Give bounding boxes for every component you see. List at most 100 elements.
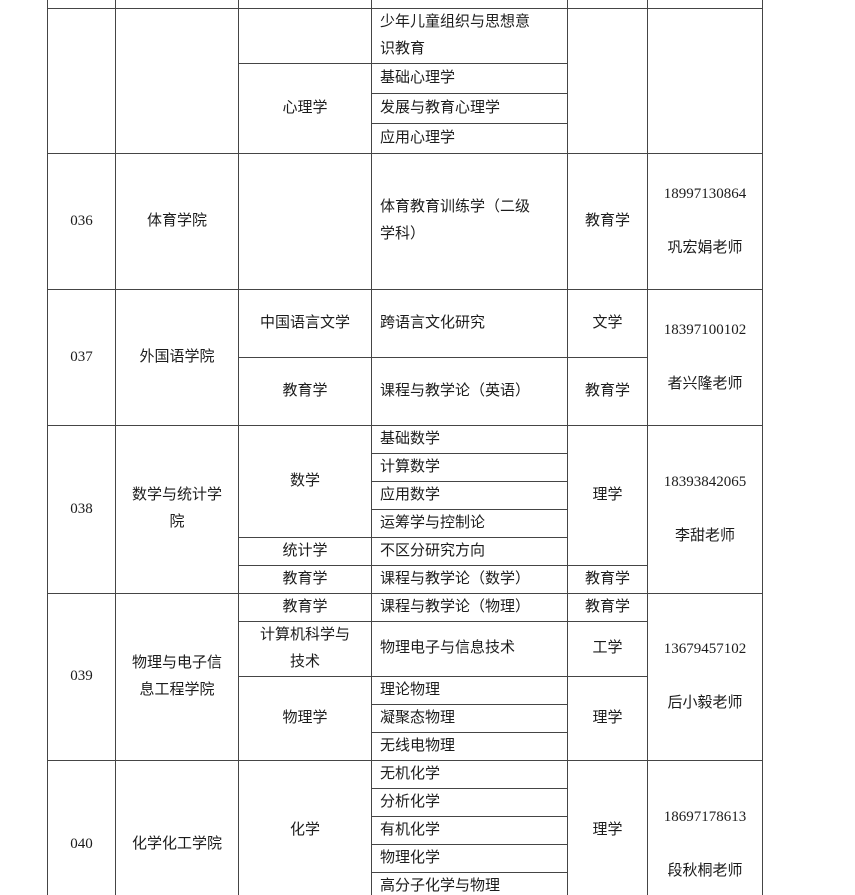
table-row: 统计学 不区分研究方向 [48,536,763,566]
table-row: 物理学 理论物理 理学 [48,675,763,761]
contact-phone: 18697178613 [663,808,747,825]
direction-cell: 基础心理学 [371,62,568,94]
contact-cell [647,7,763,154]
direction-cell: 物理电子与信息技术 [371,620,568,677]
college-cell: 数学与统计学 院 [115,424,239,594]
empty-cell [647,0,763,9]
discipline-cell: 化学 [238,759,372,895]
table-row [47,0,763,9]
code-cell: 036 [47,152,116,290]
degree-cell: 教育学 [567,356,648,426]
discipline-cell: 教育学 [238,592,372,622]
direction-cell: 不区分研究方向 [371,536,568,566]
discipline-cell: 计算机科学与 技术 [238,620,372,677]
contact-phone: 18397100102 [663,321,747,338]
table-row: 心理学 基础心理学 [48,62,763,154]
table-row: 教育学 课程与教学论（数学） 教育学 [48,564,763,594]
contact-teacher: 李甜老师 [674,527,735,544]
contact-cell: 18997130864 巩宏娟老师 [647,152,763,290]
direction-cell: 少年儿童组织与思想意 识教育 [371,7,568,64]
enrollment-table: 少年儿童组织与思想意 识教育 心理学 基础心理学 发展与教育心理学 应用心理学 … [47,0,763,895]
code-cell: 038 [47,424,116,594]
college-cell [115,7,239,154]
code-cell: 037 [47,288,116,426]
discipline-cell: 统计学 [238,536,372,566]
table-row: 应用心理学 [48,122,763,154]
contact-teacher: 者兴隆老师 [667,375,743,392]
discipline-cell [238,7,372,64]
direction-cell: 课程与教学论（物理） [371,592,568,622]
direction-cell: 理论物理 [371,675,568,705]
contact-phone: 13679457102 [663,641,747,657]
contact-cell: 18697178613 段秋桐老师 [647,759,763,895]
table-row: 有机化学 [48,815,763,845]
college-cell: 物理与电子信 息工程学院 [115,592,239,761]
degree-cell: 理学 [567,424,648,566]
discipline-cell: 心理学 [238,62,372,154]
direction-cell: 应用数学 [371,480,568,510]
empty-cell [47,0,116,9]
discipline-cell: 物理学 [238,675,372,761]
empty-cell [567,0,648,9]
direction-cell: 计算数学 [371,452,568,482]
degree-cell: 教育学 [567,152,648,290]
contact-teacher: 后小毅老师 [667,695,743,711]
discipline-cell: 中国语言文学 [238,288,372,358]
degree-cell: 教育学 [567,592,648,622]
direction-cell: 应用心理学 [371,122,568,154]
direction-cell: 无线电物理 [371,731,568,761]
table-row: 038 数学与统计学 院 数学 基础数学 理学 18393842065 李甜老师 [47,424,763,594]
direction-cell: 发展与教育心理学 [371,92,568,124]
code-cell: 040 [47,759,116,895]
table-row: 少年儿童组织与思想意 识教育 [47,7,763,154]
table-row: 036 体育学院 体育教育训练学（二级 学科） 教育学 18997130864 … [47,152,763,290]
empty-cell [115,0,239,9]
empty-cell [371,0,568,9]
direction-cell: 课程与教学论（数学） [371,564,568,594]
direction-cell: 凝聚态物理 [371,703,568,733]
contact-cell: 18397100102 者兴隆老师 [647,288,763,426]
contact-cell: 13679457102 后小毅老师 [647,592,763,761]
direction-cell: 有机化学 [371,815,568,845]
contact-phone: 18997130864 [663,185,747,202]
direction-cell: 分析化学 [371,787,568,817]
degree-cell [567,7,648,154]
discipline-cell: 数学 [238,424,372,538]
table-row: 应用数学 [48,480,763,510]
degree-cell: 工学 [567,620,648,677]
table-row: 040 化学化工学院 化学 无机化学 理学 18697178613 段秋桐老师 [47,759,763,895]
college-cell: 外国语学院 [115,288,239,426]
code-cell [47,7,116,154]
empty-cell [238,0,372,9]
contact-teacher: 段秋桐老师 [667,862,743,879]
contact-cell: 18393842065 李甜老师 [647,424,763,594]
discipline-cell: 教育学 [238,564,372,594]
degree-cell: 教育学 [567,564,648,594]
college-cell: 化学化工学院 [115,759,239,895]
discipline-cell: 教育学 [238,356,372,426]
table-row: 运筹学与控制论 [48,508,763,538]
table-row: 计算机科学与 技术 物理电子与信息技术 工学 [48,620,763,677]
direction-cell: 课程与教学论（英语） [371,356,568,426]
discipline-cell [238,152,372,290]
direction-cell: 跨语言文化研究 [371,288,568,358]
table-row: 教育学 课程与教学论（英语） 教育学 [48,356,763,426]
table-row: 计算数学 [48,452,763,482]
degree-cell: 理学 [567,675,648,761]
direction-cell: 运筹学与控制论 [371,508,568,538]
direction-cell: 无机化学 [371,759,568,789]
direction-cell: 体育教育训练学（二级 学科） [371,152,568,290]
direction-cell: 高分子化学与物理 [371,871,568,895]
table-row: 凝聚态物理 [48,703,763,733]
table-row: 高分子化学与物理 [48,871,763,895]
degree-cell: 理学 [567,759,648,895]
direction-cell: 基础数学 [371,424,568,454]
degree-cell: 文学 [567,288,648,358]
college-cell: 体育学院 [115,152,239,290]
code-cell: 039 [47,592,116,761]
table-row: 037 外国语学院 中国语言文学 跨语言文化研究 文学 18397100102 … [47,288,763,426]
direction-cell: 物理化学 [371,843,568,873]
contact-phone: 18393842065 [663,473,747,490]
contact-teacher: 巩宏娟老师 [667,239,743,256]
